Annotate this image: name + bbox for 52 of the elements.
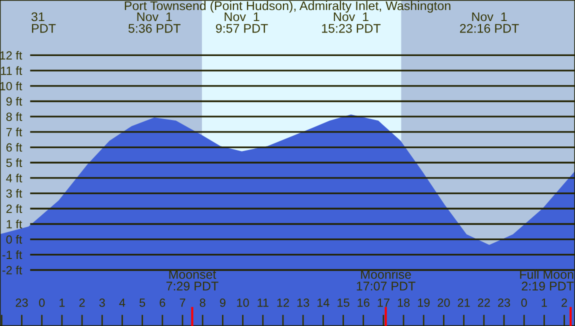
x-tick-label: 18: [398, 298, 410, 307]
x-tick-label: 19: [418, 298, 430, 307]
x-tick-label: 23: [16, 298, 28, 307]
y-tick-label: 9 ft: [6, 96, 22, 106]
x-tick-label: 2: [79, 298, 85, 307]
y-tick-label: -1 ft: [2, 250, 22, 260]
x-tick-label: 11: [258, 298, 268, 307]
x-tick-label: 4: [119, 298, 126, 307]
y-tick-label: 3 ft: [6, 189, 22, 198]
y-tick-label: 1 ft: [6, 220, 22, 228]
y-tick-label: 7 ft: [6, 128, 22, 136]
chart-title: Port Townsend (Point Hudson), Admiralty Inlet, Washington: [124, 1, 450, 13]
y-tick-label: 8 ft: [6, 112, 22, 121]
y-tick-label: 2 ft: [6, 204, 22, 214]
x-tick-label: 23: [498, 298, 510, 307]
x-tick-label: 1: [60, 298, 65, 307]
annotation: 31 PDT: [31, 12, 56, 33]
x-tick-label: 7: [180, 298, 186, 307]
x-tick-label: 20: [438, 298, 450, 307]
x-tick-label: 0: [521, 298, 527, 307]
x-tick-label: 1: [542, 298, 547, 307]
x-tick-label: 9: [220, 298, 226, 307]
x-tick-label: 21: [458, 298, 470, 307]
x-tick-label: 5: [140, 298, 146, 307]
x-tick-label: 8: [200, 298, 206, 307]
annotation: Nov 1 9:57 PDT: [216, 12, 268, 33]
ref-line-label: Moonset 7:29 PDT: [166, 270, 218, 291]
x-tick-label: 22: [478, 298, 490, 307]
y-tick-label: 6 ft: [6, 143, 22, 152]
x-tick-label: 10: [237, 298, 249, 307]
x-tick-label: 0: [39, 298, 45, 307]
x-tick-label: 13: [297, 298, 310, 307]
y-tick-label: -2 ft: [2, 266, 22, 274]
x-tick-label: 14: [318, 298, 330, 307]
x-tick-label: 12: [277, 298, 289, 307]
y-tick-label: 12 ft: [0, 50, 22, 60]
x-tick-label: 15: [338, 298, 350, 307]
x-tick-label: 16: [358, 298, 370, 307]
ref-line-label: Full Moon 2:19 PDT: [520, 270, 574, 291]
annotation: Nov 1 22:16 PDT: [460, 12, 519, 33]
y-tick-label: 0 ft: [6, 235, 22, 244]
x-tick-label: 3: [99, 298, 105, 307]
x-tick-label: 2: [562, 298, 567, 307]
x-tick-label: 6: [160, 298, 166, 307]
x-tick-label: 17: [378, 298, 390, 307]
annotation: Nov 1 5:36 PDT: [128, 12, 180, 33]
y-tick-label: 4 ft: [6, 174, 22, 182]
ref-line-label: Moonrise 17:07 PDT: [356, 270, 416, 291]
y-tick-label: 10 ft: [0, 82, 22, 90]
annotation: Nov 1 15:23 PDT: [322, 12, 381, 33]
y-tick-label: 11 ft: [1, 66, 22, 75]
y-tick-label: 5 ft: [6, 158, 22, 168]
